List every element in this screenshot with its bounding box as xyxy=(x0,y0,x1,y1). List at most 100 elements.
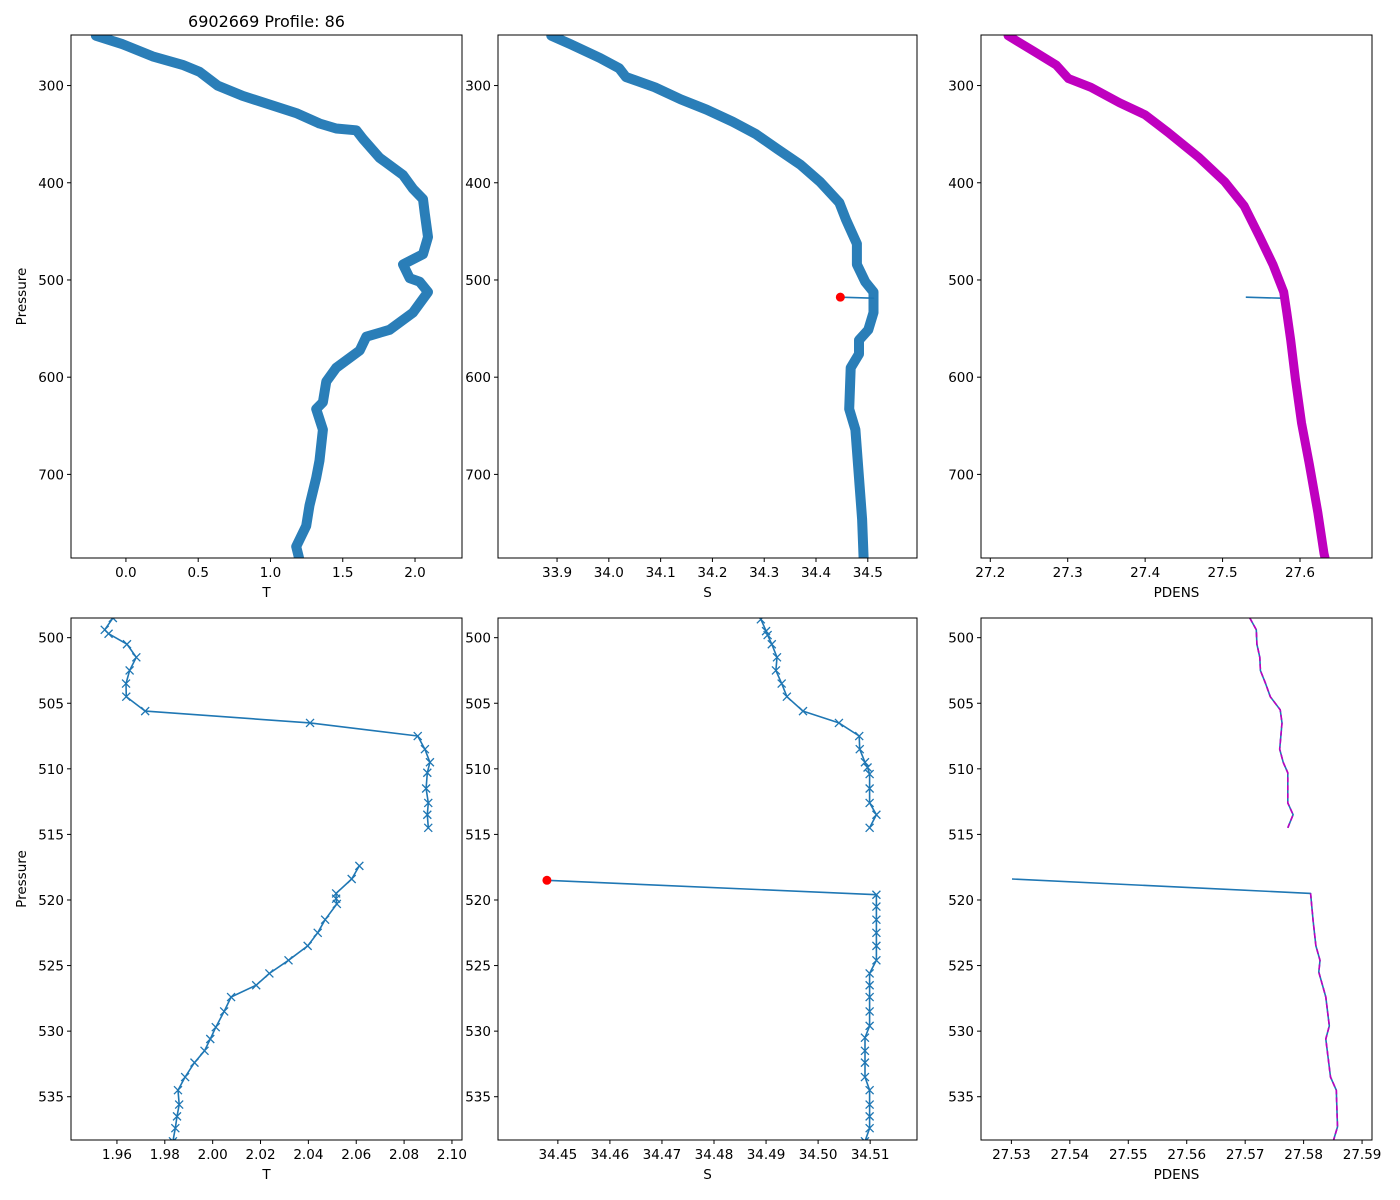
y-tick-label: 530 xyxy=(948,1024,974,1040)
y-tick-label: 700 xyxy=(465,467,491,483)
x-tick-label: 27.54 xyxy=(1051,1147,1090,1163)
x-tick-label: 34.2 xyxy=(697,565,727,581)
y-tick-label: 515 xyxy=(948,827,974,843)
y-tick-label: 535 xyxy=(465,1090,491,1106)
data-point-marker xyxy=(413,731,423,741)
series-line-t xyxy=(103,618,431,828)
series-line-pdens xyxy=(1249,618,1294,829)
plot-area xyxy=(90,35,433,558)
x-tick-label: 34.45 xyxy=(539,1147,578,1163)
data-point-marker xyxy=(190,1058,199,1068)
data-point-marker xyxy=(170,1123,180,1133)
data-point-marker xyxy=(865,992,875,1002)
y-tick-label: 600 xyxy=(38,370,64,386)
data-point-marker xyxy=(871,810,881,820)
x-tick-label: 1.0 xyxy=(260,565,281,581)
x-tick-label: 2.06 xyxy=(341,1147,371,1163)
data-point-marker xyxy=(860,1058,870,1068)
data-point-marker xyxy=(131,652,141,662)
plot-area xyxy=(1003,35,1330,558)
chart-title: 6902669 Profile: 86 xyxy=(188,12,345,31)
data-point-marker xyxy=(211,1022,221,1032)
y-tick-label: 500 xyxy=(948,273,974,289)
subplot-5: 34.45 34.46 34.47 34.48 34.49 34.50 34.51 500 50… xyxy=(465,617,918,1183)
y-tick-label: 500 xyxy=(38,273,64,289)
data-point-marker xyxy=(205,1034,215,1044)
data-point-marker xyxy=(834,718,844,728)
series-line-pdens xyxy=(1011,878,1339,1140)
data-point-marker xyxy=(865,784,875,793)
data-point-marker xyxy=(782,692,792,702)
axes-frame xyxy=(980,617,1373,1141)
data-point-marker xyxy=(173,1085,183,1095)
y-tick-label: 300 xyxy=(948,79,974,95)
x-tick-label: 34.1 xyxy=(646,565,676,581)
data-point-marker xyxy=(767,639,777,649)
y-tick-label: 700 xyxy=(38,467,64,483)
x-tick-label: 0.0 xyxy=(115,565,136,581)
y-tick-label: 525 xyxy=(948,959,974,975)
x-tick-label: 0.5 xyxy=(187,565,208,581)
x-tick-label: 34.47 xyxy=(643,1147,682,1163)
x-tick-label: 34.48 xyxy=(695,1147,734,1163)
y-tick-label: 400 xyxy=(38,176,64,192)
data-point-marker xyxy=(425,757,435,767)
plot-area xyxy=(542,618,881,1140)
data-point-marker xyxy=(354,861,364,871)
data-point-marker xyxy=(423,798,433,808)
series-line-pdens xyxy=(1245,296,1283,299)
x-tick-label: 1.96 xyxy=(102,1147,132,1163)
x-tick-label: 34.4 xyxy=(801,565,831,581)
x-tick-label: 27.4 xyxy=(1130,565,1160,581)
subplot-4: 1.96 1.98 2.00 2.02 2.04 2.06 2.08 2.10 500 505 51… xyxy=(14,617,467,1183)
y-tick-label: 535 xyxy=(38,1090,64,1106)
x-axis-label: PDENS xyxy=(1154,1167,1200,1183)
axes-frame xyxy=(70,617,463,1141)
x-axis-label: S xyxy=(703,585,712,601)
y-tick-label: 505 xyxy=(38,696,64,712)
data-point-marker xyxy=(763,630,773,640)
data-point-marker xyxy=(871,955,881,965)
y-tick-label: 515 xyxy=(465,827,491,843)
data-point-marker xyxy=(860,757,870,767)
data-point-marker xyxy=(871,928,881,938)
flagged-point xyxy=(542,875,552,885)
x-tick-label: 27.57 xyxy=(1226,1147,1265,1163)
y-tick-label: 520 xyxy=(38,893,64,909)
x-tick-label: 2.02 xyxy=(245,1147,275,1163)
x-axis-label: T xyxy=(261,585,271,601)
data-point-marker xyxy=(871,902,881,912)
series-line-t xyxy=(90,35,433,558)
x-tick-label: 34.49 xyxy=(747,1147,786,1163)
x-tick-label: 27.55 xyxy=(1109,1147,1148,1163)
series-line-s xyxy=(760,618,878,829)
data-point-marker xyxy=(174,1100,184,1110)
y-tick-label: 600 xyxy=(948,370,974,386)
y-tick-label: 500 xyxy=(948,631,974,647)
x-tick-label: 2.08 xyxy=(389,1147,419,1163)
x-tick-label: 27.6 xyxy=(1285,565,1315,581)
y-tick-label: 500 xyxy=(465,631,491,647)
data-point-marker xyxy=(860,1072,870,1082)
x-axis-label: PDENS xyxy=(1154,585,1200,601)
data-point-marker xyxy=(854,731,864,741)
x-tick-label: 27.53 xyxy=(992,1147,1031,1163)
y-tick-label: 530 xyxy=(465,1024,491,1040)
x-tick-label: 27.5 xyxy=(1208,565,1238,581)
subplot-1: 0.0 0.5 1.0 1.5 2.0 300 400 500 600 700 T Pressure 6… xyxy=(14,12,463,601)
data-point-marker xyxy=(871,890,881,900)
axes-frame xyxy=(70,34,463,559)
y-tick-label: 525 xyxy=(465,959,491,975)
x-tick-label: 27.58 xyxy=(1284,1147,1323,1163)
data-point-marker xyxy=(865,1100,875,1110)
data-point-marker xyxy=(423,823,433,833)
x-tick-label: 27.3 xyxy=(1053,565,1083,581)
y-tick-label: 515 xyxy=(38,827,64,843)
y-tick-label: 400 xyxy=(948,176,974,192)
data-point-marker xyxy=(865,1007,875,1016)
data-point-marker xyxy=(865,769,875,779)
y-tick-label: 535 xyxy=(948,1090,974,1106)
data-point-marker xyxy=(771,666,781,675)
y-tick-label: 500 xyxy=(465,273,491,289)
